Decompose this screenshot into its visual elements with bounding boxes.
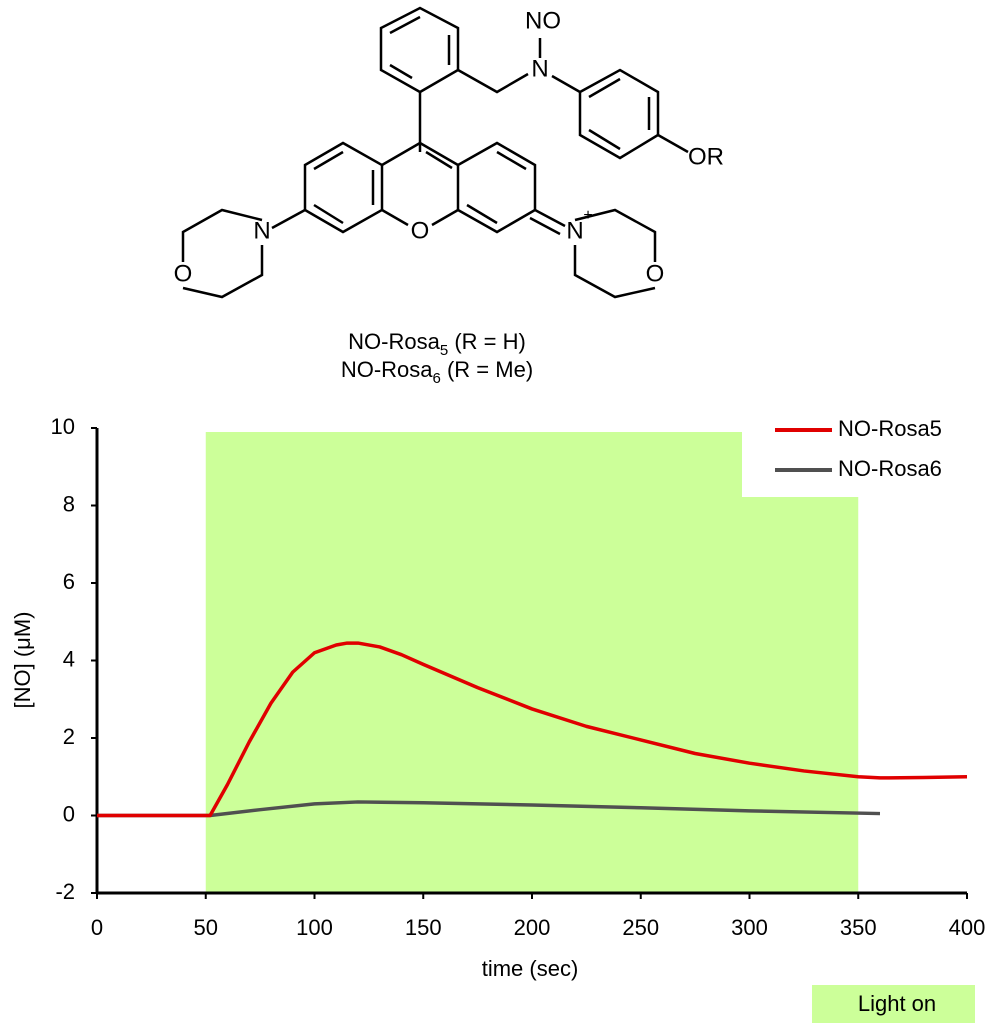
caption: NO-Rosa6 (R = Me) — [341, 357, 533, 388]
light-on-key — [812, 985, 975, 1023]
legend-box — [742, 420, 994, 497]
y-tick-label: 10 — [51, 414, 75, 439]
caption: NO-Rosa5 (R = H) — [348, 329, 526, 360]
x-tick-label: 200 — [514, 915, 551, 940]
legend-label: NO-Rosa6 — [838, 456, 942, 481]
line — [97, 641, 968, 818]
atom-label: OR — [688, 143, 724, 170]
y-tick-label: 8 — [63, 491, 75, 516]
y-tick-label: 0 — [63, 801, 75, 826]
atom-label: NO — [525, 7, 561, 34]
x-tick-label: 350 — [840, 915, 877, 940]
x-tick-label: 50 — [194, 915, 218, 940]
atom-label: O — [411, 217, 430, 244]
y-tick-label: -2 — [55, 879, 75, 904]
y-tick-label: 4 — [63, 646, 75, 671]
y-tick-label: 6 — [63, 569, 75, 594]
x-tick-label: 100 — [296, 915, 333, 940]
atom-label: O — [646, 260, 665, 287]
x-tick-label: 250 — [622, 915, 659, 940]
light-on-region — [205, 432, 859, 893]
y-tick-label: 2 — [63, 724, 75, 749]
atom-label: N — [566, 217, 583, 244]
atom-label: N — [531, 55, 548, 82]
atom-label: O — [174, 260, 193, 287]
x-axis-label: time (sec) — [482, 956, 579, 981]
structure: NO N OR N O O N + O NO-Rosa5 (R = H) NO-… — [174, 6, 724, 388]
light-on-label: Light on — [858, 991, 936, 1016]
x-tick-label: 0 — [91, 915, 103, 940]
atom-label: N — [253, 217, 270, 244]
x-tick-label: 150 — [405, 915, 442, 940]
atom-label: + — [583, 207, 592, 224]
x-tick-label: 400 — [949, 915, 986, 940]
x-tick-label: 300 — [731, 915, 768, 940]
legend-label: NO-Rosa5 — [838, 416, 942, 441]
y-axis-label: [NO] (μM) — [10, 612, 35, 709]
